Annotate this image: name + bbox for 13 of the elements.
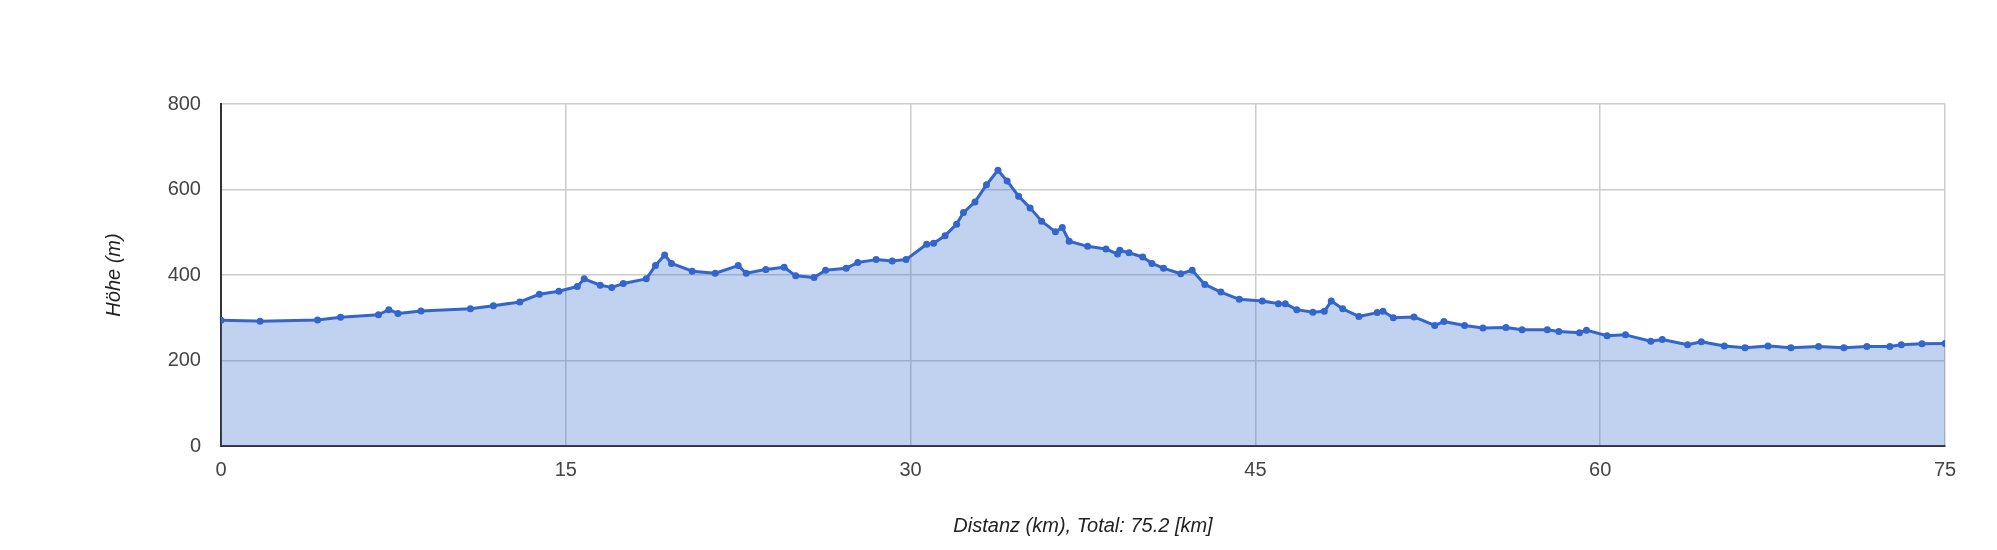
x-tick-label: 15 bbox=[554, 457, 577, 480]
x-tick-label: 30 bbox=[899, 457, 922, 480]
y-axis-title: Höhe (m) bbox=[101, 233, 124, 317]
y-tick-label: 200 bbox=[167, 348, 201, 371]
y-tick-label: 800 bbox=[167, 91, 201, 114]
x-tick-label: 60 bbox=[1589, 457, 1612, 480]
y-tick-label: 0 bbox=[189, 433, 201, 456]
y-tick-label: 400 bbox=[167, 262, 201, 285]
x-tick-label: 75 bbox=[1933, 457, 1957, 480]
y-tick-label: 600 bbox=[167, 177, 201, 200]
x-tick-label: 45 bbox=[1244, 457, 1267, 480]
x-axis-title: Distanz (km), Total: 75.2 [km] bbox=[953, 513, 1214, 536]
x-tick-label: 0 bbox=[215, 457, 227, 480]
